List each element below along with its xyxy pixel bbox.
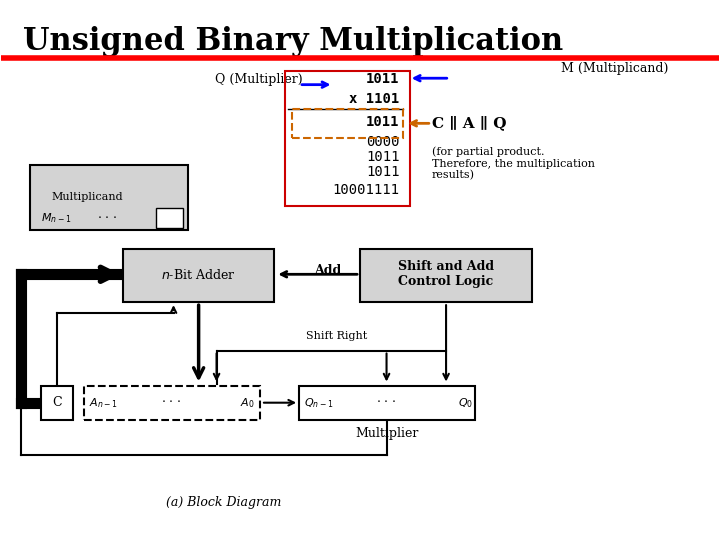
Text: $Q_{n-1}$: $Q_{n-1}$ <box>304 396 333 410</box>
FancyBboxPatch shape <box>156 208 183 228</box>
Text: (for partial product.
Therefore, the multiplication
results): (for partial product. Therefore, the mul… <box>432 146 595 180</box>
Text: $\cdot$ $\cdot$ $\cdot$: $\cdot$ $\cdot$ $\cdot$ <box>161 396 181 409</box>
Text: 1011: 1011 <box>366 165 400 179</box>
Text: C: C <box>53 396 62 409</box>
Text: $\cdot$ $\cdot$ $\cdot$: $\cdot$ $\cdot$ $\cdot$ <box>97 212 118 225</box>
Text: Unsigned Binary Multiplication: Unsigned Binary Multiplication <box>23 25 563 57</box>
Text: 1011: 1011 <box>366 115 400 129</box>
Text: Q (Multiplier): Q (Multiplier) <box>215 73 302 86</box>
Text: 10001111: 10001111 <box>333 184 400 198</box>
Text: $Q_0$: $Q_0$ <box>458 396 473 410</box>
Text: $A_0$: $A_0$ <box>240 396 255 410</box>
Text: Multiplicand: Multiplicand <box>52 192 123 202</box>
Text: Multiplier: Multiplier <box>355 427 418 440</box>
Text: 1011: 1011 <box>366 150 400 164</box>
Text: 0000: 0000 <box>366 135 400 149</box>
Text: M (Multiplicand): M (Multiplicand) <box>561 62 668 75</box>
Text: $A_{n-1}$: $A_{n-1}$ <box>89 396 118 410</box>
Text: $M_{n-1}$: $M_{n-1}$ <box>41 212 71 225</box>
Text: (a) Block Diagram: (a) Block Diagram <box>166 496 282 509</box>
Text: x 1101: x 1101 <box>349 92 400 106</box>
Text: $M_0$: $M_0$ <box>161 211 177 225</box>
FancyBboxPatch shape <box>123 248 274 302</box>
FancyBboxPatch shape <box>360 248 532 302</box>
FancyBboxPatch shape <box>299 386 474 421</box>
Text: Shift and Add
Control Logic: Shift and Add Control Logic <box>398 260 494 288</box>
Text: $\cdot$ $\cdot$ $\cdot$: $\cdot$ $\cdot$ $\cdot$ <box>377 396 397 409</box>
Text: C ∥ A ∥ Q: C ∥ A ∥ Q <box>432 115 506 130</box>
FancyBboxPatch shape <box>41 386 73 421</box>
FancyBboxPatch shape <box>30 165 188 230</box>
Text: $n$-Bit Adder: $n$-Bit Adder <box>161 268 236 282</box>
Text: Shift Right: Shift Right <box>307 330 368 341</box>
Text: 1011: 1011 <box>366 72 400 86</box>
FancyBboxPatch shape <box>84 386 260 421</box>
Text: Add: Add <box>314 264 341 276</box>
